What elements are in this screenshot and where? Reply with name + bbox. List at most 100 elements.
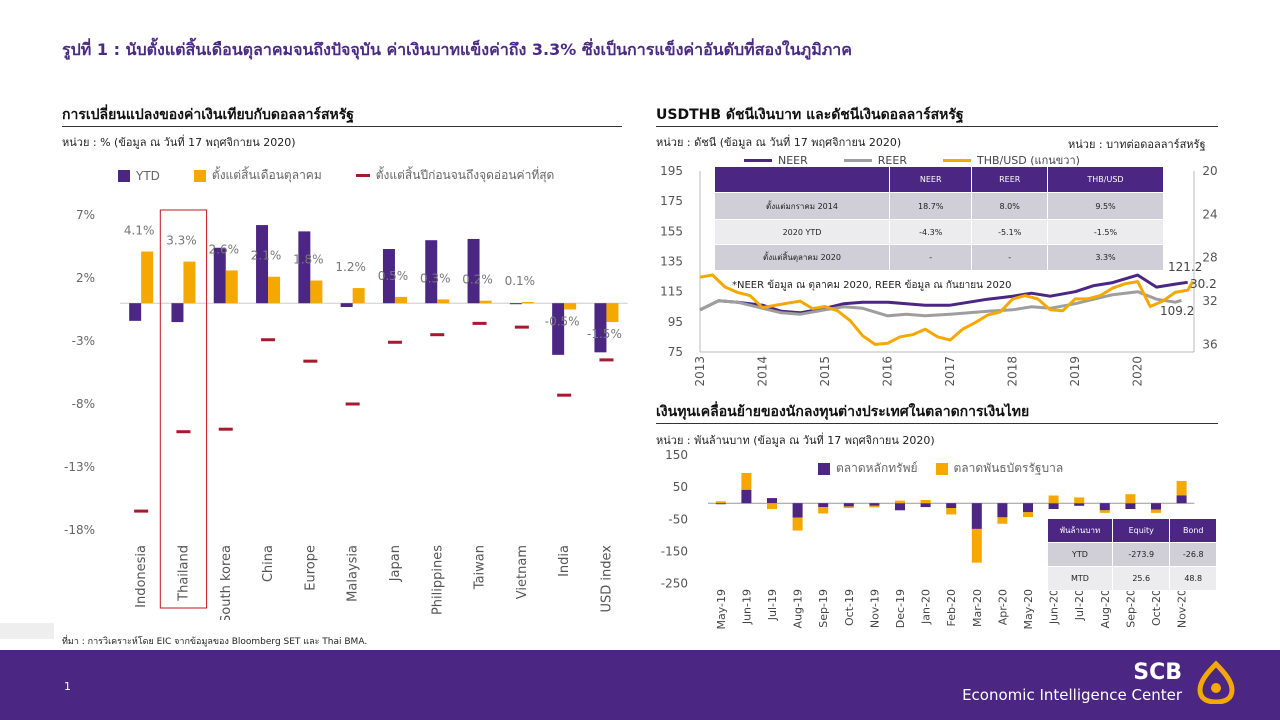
x-category-label: Vietnam xyxy=(515,545,530,599)
bar-bond xyxy=(1048,495,1059,504)
x-category-label: China xyxy=(261,545,276,582)
x-category-label: Japan xyxy=(388,545,403,582)
table-row: YTD -273.9 -26.8 xyxy=(1047,542,1217,567)
bar-since-oct xyxy=(141,251,154,304)
thailand-highlight-box xyxy=(159,209,208,609)
x-tick-label: Nov-20 xyxy=(1176,589,1189,628)
table-row: ตั้งแต่มกราคม 2014 18.7% 8.0% 9.5% xyxy=(714,192,1165,220)
bar-equity xyxy=(843,503,854,507)
bar-bond xyxy=(741,473,752,490)
y-tick-label: 2% xyxy=(76,271,95,285)
x-tick-label: Mar-20 xyxy=(971,589,984,627)
legend-label: ตลาดหลักทรัพย์ xyxy=(836,461,918,475)
x-tick-label: Sep-19 xyxy=(817,589,830,628)
table-row: 2020 YTD -4.3% -5.1% -1.5% xyxy=(714,219,1165,245)
bar-bond xyxy=(1099,510,1110,513)
legend-reer: REER xyxy=(843,151,907,169)
bar-equity xyxy=(997,503,1008,518)
right-bottom-chart-title: เงินทุนเคลื่อนย้ายของนักลงทุนต่างประเทศใ… xyxy=(656,404,1030,420)
y-tick-label: -250 xyxy=(661,577,688,591)
legend-label: REER xyxy=(877,153,907,167)
x-tick-label: Feb-20 xyxy=(945,589,958,626)
legend-swatch xyxy=(935,462,948,475)
table-cell: 25.6 xyxy=(1111,566,1171,591)
marker-weakest xyxy=(599,358,614,362)
bar-since-oct xyxy=(394,296,407,304)
table-row: ตั้งแต่สิ้นตุลาคม 2020 - - 3.3% xyxy=(714,244,1165,271)
bar-ytd xyxy=(552,303,565,355)
x-tick-label: Jul-19 xyxy=(766,589,779,621)
table-cell: - xyxy=(888,244,973,271)
bar-since-oct xyxy=(352,288,365,304)
bar-equity xyxy=(767,498,777,504)
table-cell: 2020 YTD xyxy=(714,219,890,245)
bar-equity xyxy=(1151,503,1161,510)
data-label: 0.3% xyxy=(420,271,451,285)
legend-label: ตั้งแต่สิ้นเดือนตุลาคม xyxy=(211,168,322,182)
x-tick-label: 2018 xyxy=(1006,356,1020,387)
y-tick-label: -150 xyxy=(661,544,688,558)
table-row: MTD 25.6 48.8 xyxy=(1047,566,1217,591)
legend-bond: ตลาดพันธบัตรรัฐบาล xyxy=(935,459,1064,478)
table-cell: 8.0% xyxy=(971,192,1048,220)
legend-weakest: ตั้งแต่สิ้นปีก่อนจนถึงจุดอ่อนค่าที่สุด xyxy=(355,166,555,185)
x-tick-label: Nov-19 xyxy=(868,589,881,628)
legend-label: ตั้งแต่สิ้นปีก่อนจนถึงจุดอ่อนค่าที่สุด xyxy=(375,168,555,182)
bar-ytd xyxy=(467,238,480,304)
data-label: 1.2% xyxy=(335,260,366,274)
x-tick-label: Dec-19 xyxy=(894,589,907,628)
bar-ytd xyxy=(256,225,269,304)
bar-equity xyxy=(869,503,880,506)
x-tick-label: 2017 xyxy=(943,356,957,387)
bar-equity xyxy=(895,503,905,511)
table-cell: - xyxy=(971,244,1048,271)
x-tick-label: May-20 xyxy=(1022,589,1035,630)
table-cell: MTD xyxy=(1047,566,1113,591)
table-cell: YTD xyxy=(1047,542,1113,567)
x-category-label: Europe xyxy=(303,545,318,591)
x-tick-label: Apr-20 xyxy=(996,589,1009,625)
legend-label: ตลาดพันธบัตรรัฐบาล xyxy=(953,461,1064,475)
table-header-cell: Bond xyxy=(1169,518,1217,543)
legend-swatch xyxy=(355,174,370,177)
bar-equity xyxy=(971,503,982,529)
x-tick-label: 2020 xyxy=(1131,356,1145,387)
data-label: 4.1% xyxy=(124,224,154,238)
data-label: 0.2% xyxy=(462,273,493,287)
legend-neer: NEER xyxy=(744,151,808,169)
table-row: พันล้านบาท Equity Bond xyxy=(1047,518,1217,543)
bar-since-oct xyxy=(437,299,450,304)
marker-weakest xyxy=(218,427,233,431)
marker-weakest xyxy=(303,359,318,363)
bar-since-oct xyxy=(310,280,323,304)
emblem-outline xyxy=(1197,660,1235,704)
right-top-unit-right: หน่วย : บาทต่อดอลลาร์สหรัฐ xyxy=(1068,138,1206,151)
bar-bond xyxy=(1151,509,1161,513)
bar-equity xyxy=(715,503,726,505)
left-chart-title: การเปลี่ยนแปลงของค่าเงินเทียบกับดอลลาร์ส… xyxy=(62,107,354,123)
bar-ytd xyxy=(129,303,142,321)
bar-equity xyxy=(741,489,752,504)
bar-ytd xyxy=(213,247,226,304)
y-tick-label: 7% xyxy=(76,208,95,222)
bar-ytd xyxy=(425,240,438,304)
table-cell: 48.8 xyxy=(1169,566,1217,591)
right-top-summary-table: NEER REER THB/USD ตั้งแต่มกราคม 2014 18.… xyxy=(714,166,1165,271)
legend-label: THB/USD (แกนขวา) xyxy=(976,154,1080,167)
legend-swatch xyxy=(118,169,130,182)
table-cell: -1.5% xyxy=(1046,219,1165,245)
x-tick-label: 2015 xyxy=(818,356,832,387)
y-tick-label: -50 xyxy=(668,512,688,526)
marker-weakest xyxy=(387,340,402,344)
bar-bond xyxy=(869,505,880,508)
y-tick-label: -13% xyxy=(64,460,95,474)
marker-weakest xyxy=(514,325,529,329)
y-tick-label: -3% xyxy=(72,334,95,348)
table-header-cell: THB/USD xyxy=(1046,166,1165,193)
legend-swatch xyxy=(744,158,772,162)
bar-since-oct xyxy=(606,303,619,323)
marker-weakest xyxy=(134,509,149,513)
table-header-cell: พันล้านบาท xyxy=(1047,518,1113,543)
table-cell: -273.9 xyxy=(1111,542,1171,567)
marker-weakest xyxy=(472,321,487,325)
